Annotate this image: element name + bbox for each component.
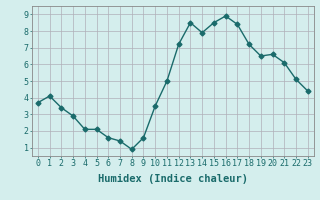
X-axis label: Humidex (Indice chaleur): Humidex (Indice chaleur) — [98, 174, 248, 184]
